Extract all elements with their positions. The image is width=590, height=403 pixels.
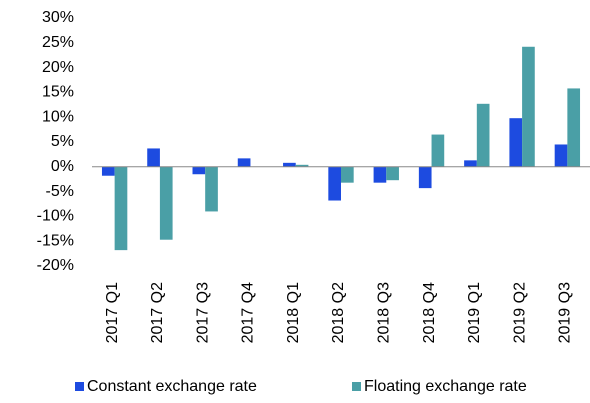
bar (283, 162, 296, 167)
bar (192, 166, 206, 175)
bar (328, 166, 341, 201)
y-tick-label: 15% (42, 84, 74, 101)
y-tick-label: 5% (51, 133, 74, 150)
y-tick-label: 0% (51, 158, 74, 175)
x-tick-label: 2018 Q3 (375, 282, 392, 343)
y-tick-label: 20% (42, 59, 74, 76)
bar (431, 134, 445, 167)
x-tick-label: 2017 Q1 (104, 282, 121, 343)
x-tick-label: 2018 Q4 (421, 282, 438, 343)
bar (522, 46, 535, 167)
bar (567, 88, 581, 167)
bar (386, 166, 399, 181)
x-tick-label: 2019 Q3 (557, 282, 574, 343)
legend-label: Constant exchange rate (87, 378, 257, 395)
bar (509, 118, 523, 167)
y-tick-label: -15% (37, 232, 74, 249)
bar (373, 166, 387, 183)
y-tick-label: -10% (37, 208, 74, 225)
x-tick-label: 2017 Q2 (149, 282, 166, 343)
bar (295, 164, 309, 167)
y-tick-label: 30% (42, 9, 74, 26)
bar (114, 166, 128, 251)
x-tick-label: 2018 Q2 (330, 282, 347, 343)
x-tick-label: 2018 Q1 (285, 282, 302, 343)
y-tick-label: -5% (46, 183, 74, 200)
bar (159, 166, 173, 240)
x-tick-label: 2017 Q3 (194, 282, 211, 343)
legend-swatch (75, 382, 84, 391)
legend-label: Floating exchange rate (364, 378, 527, 395)
x-tick-label: 2019 Q2 (511, 282, 528, 343)
x-tick-label: 2019 Q1 (466, 282, 483, 343)
legend-swatch (352, 382, 361, 391)
bar (147, 148, 160, 167)
y-tick-label: -20% (37, 257, 74, 274)
bar (237, 158, 251, 167)
bar (476, 103, 490, 167)
x-tick-label: 2017 Q4 (240, 282, 257, 343)
y-tick-label: 10% (42, 108, 74, 125)
bar (205, 166, 218, 212)
bar (464, 160, 477, 167)
bar (418, 166, 432, 189)
y-tick-label: 25% (42, 34, 74, 51)
bar (554, 144, 568, 167)
bar (341, 166, 354, 183)
bar (101, 166, 115, 176)
